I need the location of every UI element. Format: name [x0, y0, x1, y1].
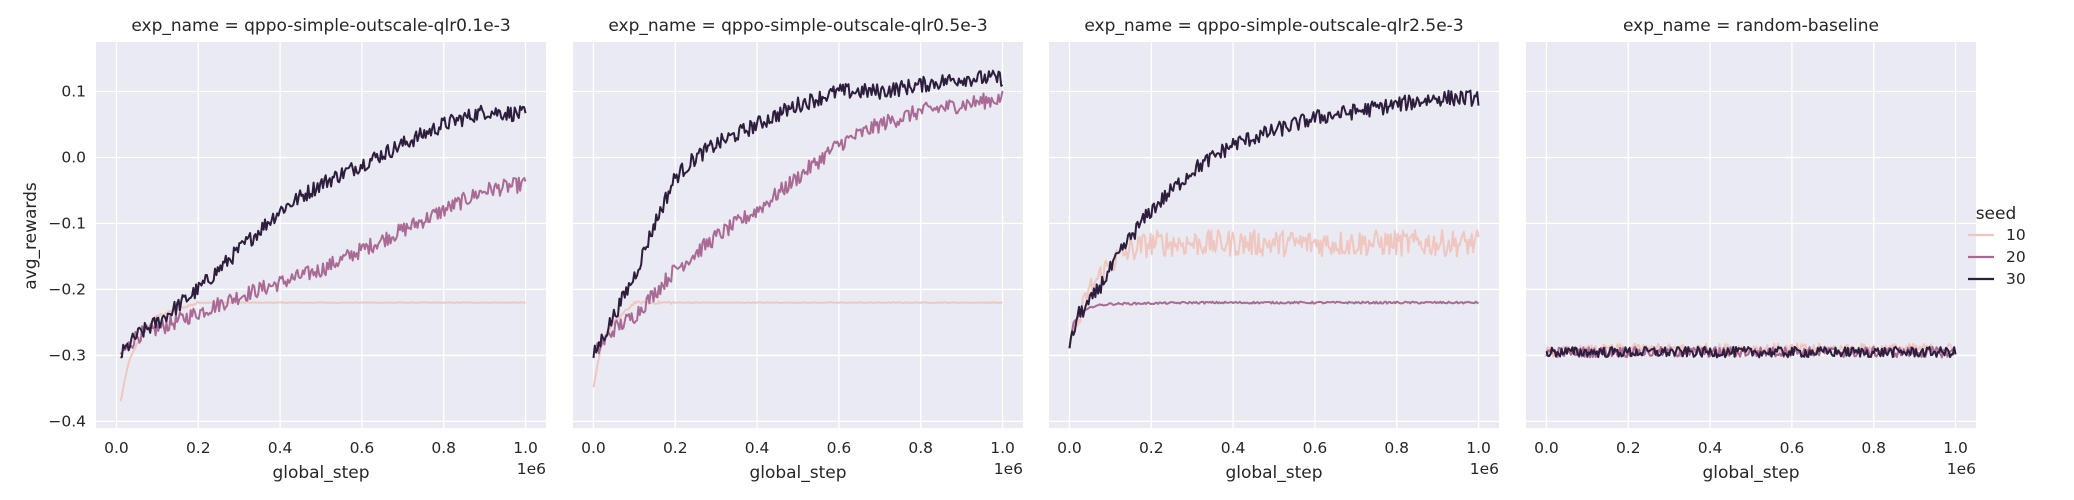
x-tick-label: 0.4 [745, 439, 770, 457]
series-line-seed-30 [1068, 89, 1480, 349]
x-offset-label: 1e6 [994, 460, 1023, 478]
panel-3: exp_name = qppo-simple-outscale-qlr2.5e-… [1049, 16, 1499, 483]
x-tick-label: 1.0 [990, 439, 1015, 457]
x-tick-label: 0.6 [1303, 439, 1328, 457]
x-tick-label: 0.4 [268, 439, 293, 457]
panel-title: exp_name = qppo-simple-outscale-qlr0.1e-… [131, 16, 510, 36]
x-tick-label: 0.0 [581, 439, 606, 457]
legend-title: seed [1976, 204, 2017, 224]
x-tick-label: 0.2 [1616, 439, 1641, 457]
x-tick-label: 0.0 [1534, 439, 1559, 457]
y-tick-label: −0.1 [48, 214, 86, 232]
panel-1: exp_name = qppo-simple-outscale-qlr0.1e-… [48, 16, 546, 483]
series-line-seed-30 [1545, 345, 1957, 359]
legend-label: 30 [2006, 270, 2026, 288]
legend-entry-seed-20: 20 [1968, 248, 2026, 266]
x-axis-label: global_step [749, 463, 846, 483]
y-tick-label: 0.1 [61, 82, 86, 100]
x-tick-label: 0.2 [186, 439, 211, 457]
x-tick-label: 0.8 [1384, 439, 1409, 457]
x-tick-label: 0.4 [1698, 439, 1723, 457]
y-axis-label: avg_rewards [21, 182, 41, 290]
legend-label: 10 [2006, 226, 2026, 244]
x-tick-label: 1.0 [1943, 439, 1968, 457]
x-tick-label: 0.2 [1139, 439, 1164, 457]
x-tick-label: 0.2 [663, 439, 688, 457]
panel-title: exp_name = qppo-simple-outscale-qlr2.5e-… [1084, 16, 1463, 36]
x-offset-label: 1e6 [517, 460, 546, 478]
y-tick-label: 0.0 [61, 148, 86, 166]
x-tick-label: 0.6 [1780, 439, 1805, 457]
series-line-seed-10 [592, 300, 1003, 388]
x-tick-label: 0.8 [1861, 439, 1886, 457]
panel-title: exp_name = random-baseline [1623, 16, 1879, 36]
series-line-seed-20 [119, 176, 527, 356]
x-tick-label: 1.0 [513, 439, 538, 457]
plot-background [1049, 42, 1499, 428]
x-tick-label: 0.6 [350, 439, 375, 457]
series-line-seed-20 [593, 90, 1004, 355]
legend: seed 10 20 30 [1968, 204, 2026, 288]
x-axis-label: global_step [272, 463, 369, 483]
x-tick-label: 0.8 [908, 439, 933, 457]
x-tick-label: 0.0 [104, 439, 129, 457]
legend-entry-seed-10: 10 [1968, 226, 2026, 244]
series-line-seed-10 [1072, 229, 1480, 335]
panel-title: exp_name = qppo-simple-outscale-qlr0.5e-… [608, 16, 987, 36]
chart-panels: exp_name = qppo-simple-outscale-qlr0.1e-… [48, 16, 1976, 483]
x-tick-label: 0.6 [827, 439, 852, 457]
plot-background [96, 42, 546, 428]
x-tick-label: 1.0 [1466, 439, 1491, 457]
y-tick-label: −0.3 [48, 346, 86, 364]
series-line-seed-20 [1068, 300, 1479, 349]
series-line-seed-30 [592, 69, 1004, 359]
y-tick-label: −0.4 [48, 412, 86, 430]
panel-4: exp_name = random-baseline 0.0 0.2 0.4 0.6 0.… [1526, 16, 1976, 483]
legend-entry-seed-30: 30 [1968, 270, 2026, 288]
series-line-seed-10 [119, 300, 526, 402]
legend-label: 20 [2006, 248, 2026, 266]
plot-background [1526, 42, 1976, 428]
x-tick-label: 0.4 [1221, 439, 1246, 457]
x-tick-label: 0.0 [1057, 439, 1082, 457]
legend-entries: 10 20 30 [1968, 226, 2026, 288]
x-axis-label: global_step [1225, 463, 1322, 483]
x-offset-label: 1e6 [1947, 460, 1976, 478]
x-offset-label: 1e6 [1470, 460, 1499, 478]
series-line-seed-30 [120, 104, 527, 359]
panel-2: exp_name = qppo-simple-outscale-qlr0.5e-… [573, 16, 1023, 483]
x-axis-label: global_step [1702, 463, 1799, 483]
x-tick-label: 0.8 [431, 439, 456, 457]
y-tick-label: −0.2 [48, 280, 86, 298]
